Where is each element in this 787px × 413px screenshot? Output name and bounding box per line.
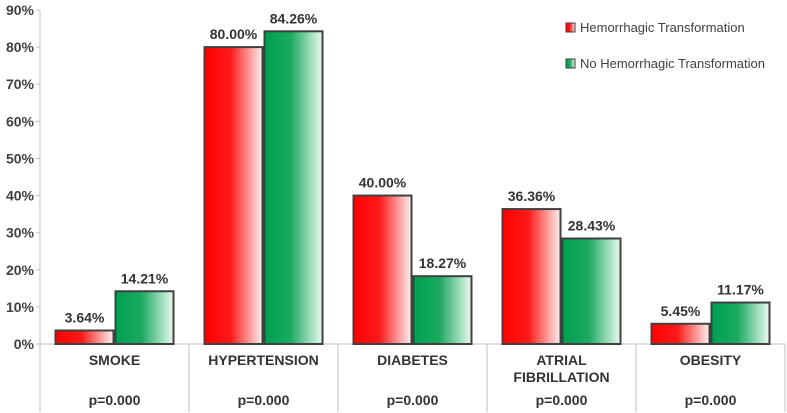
bar-hemorrhagic — [501, 208, 562, 345]
bar-no-hemorrhagic — [412, 275, 473, 345]
bar-no-hemorrhagic — [710, 301, 771, 345]
bar-hemorrhagic — [650, 322, 711, 345]
data-label: 5.45% — [661, 303, 701, 319]
bar-no-hemorrhagic — [263, 30, 324, 345]
data-label: 80.00% — [210, 26, 258, 42]
category-label: OBESITY — [680, 352, 742, 368]
y-tick-label: 90% — [6, 2, 35, 18]
data-label: 36.36% — [508, 188, 556, 204]
category-label: HYPERTENSION — [208, 352, 318, 368]
bar-hemorrhagic — [352, 194, 413, 345]
labels-layer: 3.64% 14.21% SMOKE p=0.000 80.00% 84.26% HYPER… — [65, 10, 765, 408]
data-label: 28.43% — [568, 217, 616, 233]
bars-layer — [54, 30, 771, 346]
p-value-label: p=0.000 — [685, 392, 737, 408]
y-tick-label: 60% — [6, 113, 35, 129]
bar-no-hemorrhagic — [561, 237, 622, 346]
data-label: 14.21% — [121, 270, 169, 286]
y-tick-label: 80% — [6, 39, 35, 55]
y-tick-label: 0% — [14, 336, 35, 352]
legend-swatch — [565, 22, 576, 33]
legend-label: No Hemorrhagic Transformation — [580, 56, 765, 71]
data-label: 3.64% — [65, 309, 105, 325]
legend: Hemorrhagic Transformation No Hemorrhagic… — [565, 20, 765, 71]
data-label: 18.27% — [419, 255, 467, 271]
y-tick-label: 30% — [6, 225, 35, 241]
y-tick-label: 50% — [6, 150, 35, 166]
category-label: FIBRILLATION — [513, 369, 609, 385]
category-label: SMOKE — [89, 352, 140, 368]
legend-swatch — [565, 58, 576, 69]
p-value-label: p=0.000 — [238, 392, 290, 408]
y-tick-label: 40% — [6, 188, 35, 204]
data-label: 40.00% — [359, 175, 407, 191]
category-label: DIABETES — [377, 352, 448, 368]
p-value-label: p=0.000 — [89, 392, 141, 408]
legend-label: Hemorrhagic Transformation — [580, 20, 745, 35]
data-label: 84.26% — [270, 10, 318, 26]
category-label: ATRIAL — [536, 352, 587, 368]
p-value-label: p=0.000 — [536, 392, 588, 408]
bar-hemorrhagic — [203, 46, 264, 345]
y-tick-label: 70% — [6, 76, 35, 92]
y-tick-label: 10% — [6, 299, 35, 315]
data-label: 11.17% — [717, 282, 764, 298]
bar-no-hemorrhagic — [114, 290, 175, 345]
bar-hemorrhagic — [54, 329, 115, 345]
y-tick-label: 20% — [6, 262, 35, 278]
p-value-label: p=0.000 — [387, 392, 439, 408]
